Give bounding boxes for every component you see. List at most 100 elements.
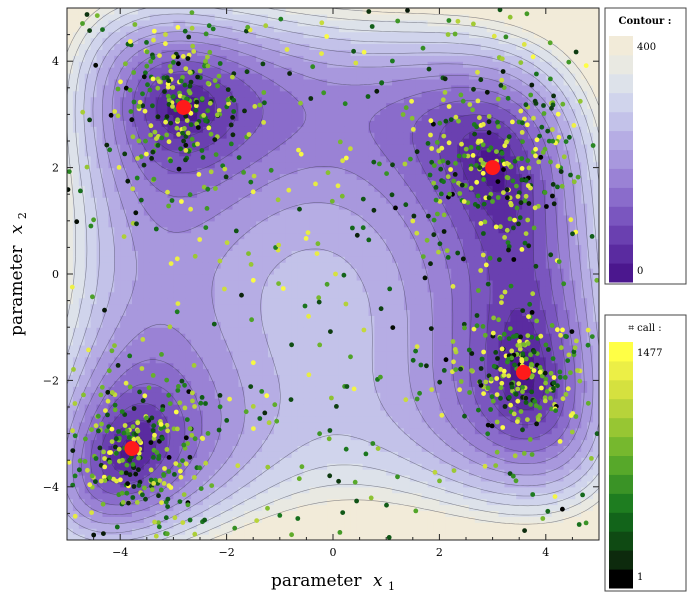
contour-cell bbox=[338, 534, 346, 540]
contour-cell bbox=[386, 528, 393, 535]
contour-cell bbox=[333, 43, 340, 50]
contour-cell bbox=[149, 25, 157, 33]
contour-cell bbox=[102, 232, 109, 240]
contour-cell bbox=[161, 457, 169, 464]
contour-cell bbox=[321, 350, 328, 358]
contour-cell bbox=[137, 226, 145, 234]
contour-cell bbox=[108, 409, 115, 417]
contour-cell bbox=[214, 457, 222, 464]
contour-cell bbox=[333, 149, 340, 157]
contour-cell bbox=[149, 78, 157, 86]
contour-cell bbox=[327, 67, 334, 74]
contour-cell bbox=[173, 67, 180, 74]
contour-cell bbox=[197, 214, 204, 222]
contour-cell bbox=[262, 285, 269, 293]
contour-cell bbox=[67, 120, 74, 127]
contour-cell bbox=[297, 291, 305, 299]
contour-cell bbox=[362, 415, 370, 423]
contour-cell bbox=[297, 368, 305, 376]
contour-cell bbox=[344, 510, 352, 517]
contour-cell bbox=[250, 262, 257, 269]
contour-cell bbox=[350, 486, 358, 494]
contour-cell bbox=[114, 61, 121, 68]
contour-cell bbox=[179, 250, 186, 257]
contour-cell bbox=[256, 37, 263, 45]
contour-cell bbox=[333, 31, 340, 39]
contour-cell bbox=[297, 37, 305, 45]
contour-cell bbox=[338, 303, 346, 311]
contour-cell bbox=[208, 37, 216, 45]
contour-cell bbox=[362, 486, 370, 494]
contour-cell bbox=[303, 492, 310, 500]
contour-cell bbox=[72, 291, 80, 299]
contour-cell bbox=[321, 232, 328, 240]
contour-cell bbox=[333, 155, 340, 163]
contour-cell bbox=[226, 114, 234, 121]
contour-cell bbox=[126, 463, 133, 470]
contour-cell bbox=[374, 256, 381, 263]
contour-cell bbox=[96, 303, 104, 311]
contour-cell bbox=[321, 409, 328, 417]
contour-cell bbox=[161, 327, 169, 334]
contour-cell bbox=[321, 486, 328, 494]
contour-cell bbox=[108, 67, 115, 74]
contour-cell bbox=[67, 445, 74, 452]
contour-cell bbox=[273, 409, 281, 417]
contour-cell bbox=[114, 120, 121, 127]
contour-cell bbox=[120, 474, 127, 482]
contour-cell bbox=[137, 143, 145, 151]
contour-cell bbox=[78, 480, 86, 488]
contour-cell bbox=[120, 309, 127, 316]
contour-cell bbox=[279, 73, 287, 80]
contour-cell bbox=[155, 226, 163, 234]
contour-cell bbox=[232, 55, 240, 62]
contour-cell bbox=[285, 161, 293, 169]
contour-cell bbox=[309, 303, 316, 311]
contour-cell bbox=[114, 350, 121, 358]
contour-cell bbox=[208, 179, 216, 186]
contour-cell bbox=[78, 173, 86, 181]
contour-cell bbox=[362, 138, 370, 145]
contour-cell bbox=[374, 356, 381, 364]
contour-cell bbox=[374, 108, 381, 115]
contour-cell bbox=[279, 516, 287, 523]
contour-cell bbox=[238, 250, 245, 257]
contour-cell bbox=[72, 185, 80, 192]
contour-cell bbox=[84, 43, 92, 50]
contour-cell bbox=[291, 339, 299, 346]
contour-cell bbox=[279, 469, 287, 476]
contour-cell bbox=[356, 398, 364, 405]
contour-cell bbox=[78, 333, 86, 340]
contour-cell bbox=[191, 344, 198, 352]
contour-cell bbox=[161, 333, 169, 340]
contour-cell bbox=[267, 13, 275, 21]
contour-cell bbox=[90, 380, 98, 387]
contour-cell bbox=[362, 350, 370, 358]
contour-cell bbox=[114, 279, 121, 287]
contour-cell bbox=[344, 486, 352, 494]
contour-cell bbox=[208, 368, 216, 376]
contour-cell bbox=[262, 226, 269, 234]
contour-cell bbox=[250, 226, 257, 234]
contour-cell bbox=[303, 474, 310, 482]
contour-cell bbox=[250, 90, 257, 98]
contour-cell bbox=[327, 179, 334, 186]
contour-cell bbox=[214, 415, 222, 423]
contour-cell bbox=[155, 67, 163, 74]
contour-cell bbox=[309, 522, 316, 529]
contour-cell bbox=[96, 96, 104, 104]
contour-cell bbox=[120, 138, 127, 145]
contour-cell bbox=[149, 409, 157, 417]
contour-cell bbox=[297, 333, 305, 340]
contour-cell bbox=[362, 498, 370, 506]
contour-cell bbox=[380, 321, 387, 328]
contour-cell bbox=[220, 61, 228, 68]
contour-cell bbox=[356, 291, 364, 299]
contour-cell bbox=[167, 244, 174, 251]
contour-cell bbox=[374, 226, 381, 234]
contour-cell bbox=[321, 279, 328, 287]
contour-cell bbox=[315, 161, 322, 169]
contour-cell bbox=[208, 143, 216, 151]
contour-cell bbox=[96, 179, 104, 186]
contour-cell bbox=[250, 339, 257, 346]
